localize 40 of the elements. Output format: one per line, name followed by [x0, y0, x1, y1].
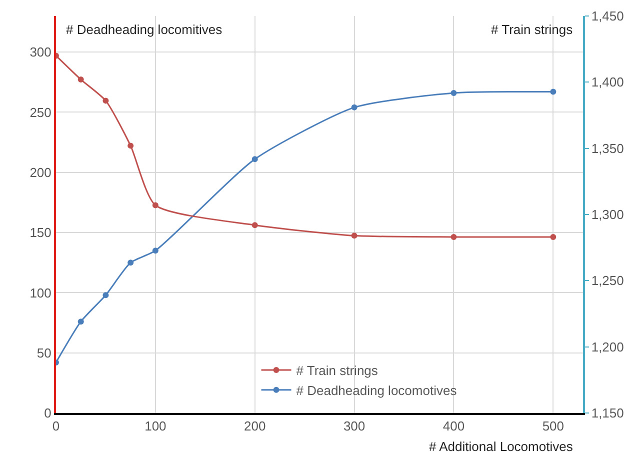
x-tick-label: 200: [244, 418, 266, 434]
point: [252, 222, 258, 228]
y2-tick-label: 1,450: [591, 8, 624, 24]
point: [102, 98, 109, 104]
point: [102, 292, 109, 298]
legend-label: # Deadheading locomotives: [296, 382, 458, 398]
x-tick-label: 500: [542, 418, 564, 434]
point: [152, 248, 158, 254]
y-tick-label: 50: [36, 345, 52, 360]
y2-tick-label: 1,150: [591, 406, 624, 421]
point: [550, 88, 556, 95]
y-tick-label: 0: [44, 406, 52, 421]
y2-tick-label: 1,300: [591, 207, 624, 222]
y-tick-label: 150: [30, 225, 52, 240]
x-tick-label: 100: [144, 418, 166, 434]
y-tick-label: 300: [30, 44, 52, 60]
point: [450, 234, 457, 240]
y-tick-label: 250: [30, 104, 52, 120]
y2-tick-label: 1,250: [591, 273, 624, 288]
y2-tick-label: 1,400: [591, 74, 624, 90]
point: [550, 234, 556, 240]
y2-tick-label: 1,200: [591, 339, 624, 354]
point: [252, 156, 258, 162]
x-axis-title: # Additional Locomotives: [429, 439, 574, 454]
y-tick-label: 200: [30, 164, 52, 180]
point: [128, 142, 134, 149]
x-tick-label: 400: [442, 418, 465, 434]
y2-tick-label: 1,350: [591, 140, 624, 156]
point: [78, 76, 84, 83]
point: [78, 318, 84, 325]
y-tick-label: 100: [30, 285, 52, 300]
point: [351, 232, 358, 239]
legend-label: # Train strings: [296, 363, 378, 378]
x-tick-label: 300: [343, 418, 366, 434]
point: [128, 260, 134, 266]
y-axis-title: # Deadheading locomitives: [66, 22, 223, 37]
point: [152, 202, 158, 208]
y2-axis-title: # Train strings: [491, 22, 574, 37]
point: [450, 90, 457, 96]
point: [351, 104, 358, 110]
